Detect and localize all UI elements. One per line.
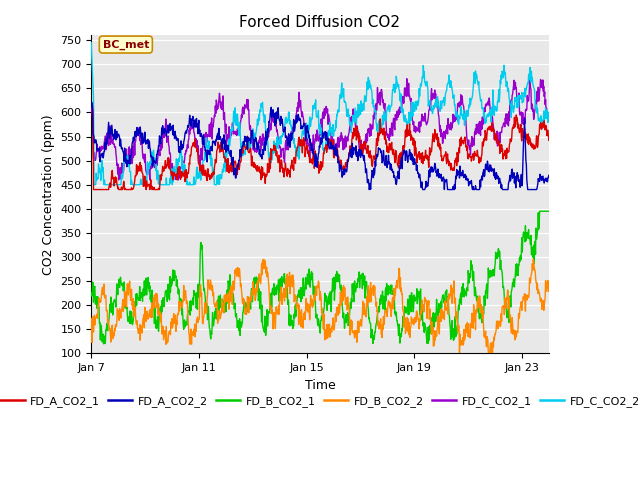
Text: BC_met: BC_met bbox=[102, 39, 149, 50]
Y-axis label: CO2 Concentration (ppm): CO2 Concentration (ppm) bbox=[42, 114, 55, 275]
Legend: FD_A_CO2_1, FD_A_CO2_2, FD_B_CO2_1, FD_B_CO2_2, FD_C_CO2_1, FD_C_CO2_2: FD_A_CO2_1, FD_A_CO2_2, FD_B_CO2_1, FD_B… bbox=[0, 392, 640, 411]
X-axis label: Time: Time bbox=[305, 379, 335, 392]
Title: Forced Diffusion CO2: Forced Diffusion CO2 bbox=[239, 15, 401, 30]
